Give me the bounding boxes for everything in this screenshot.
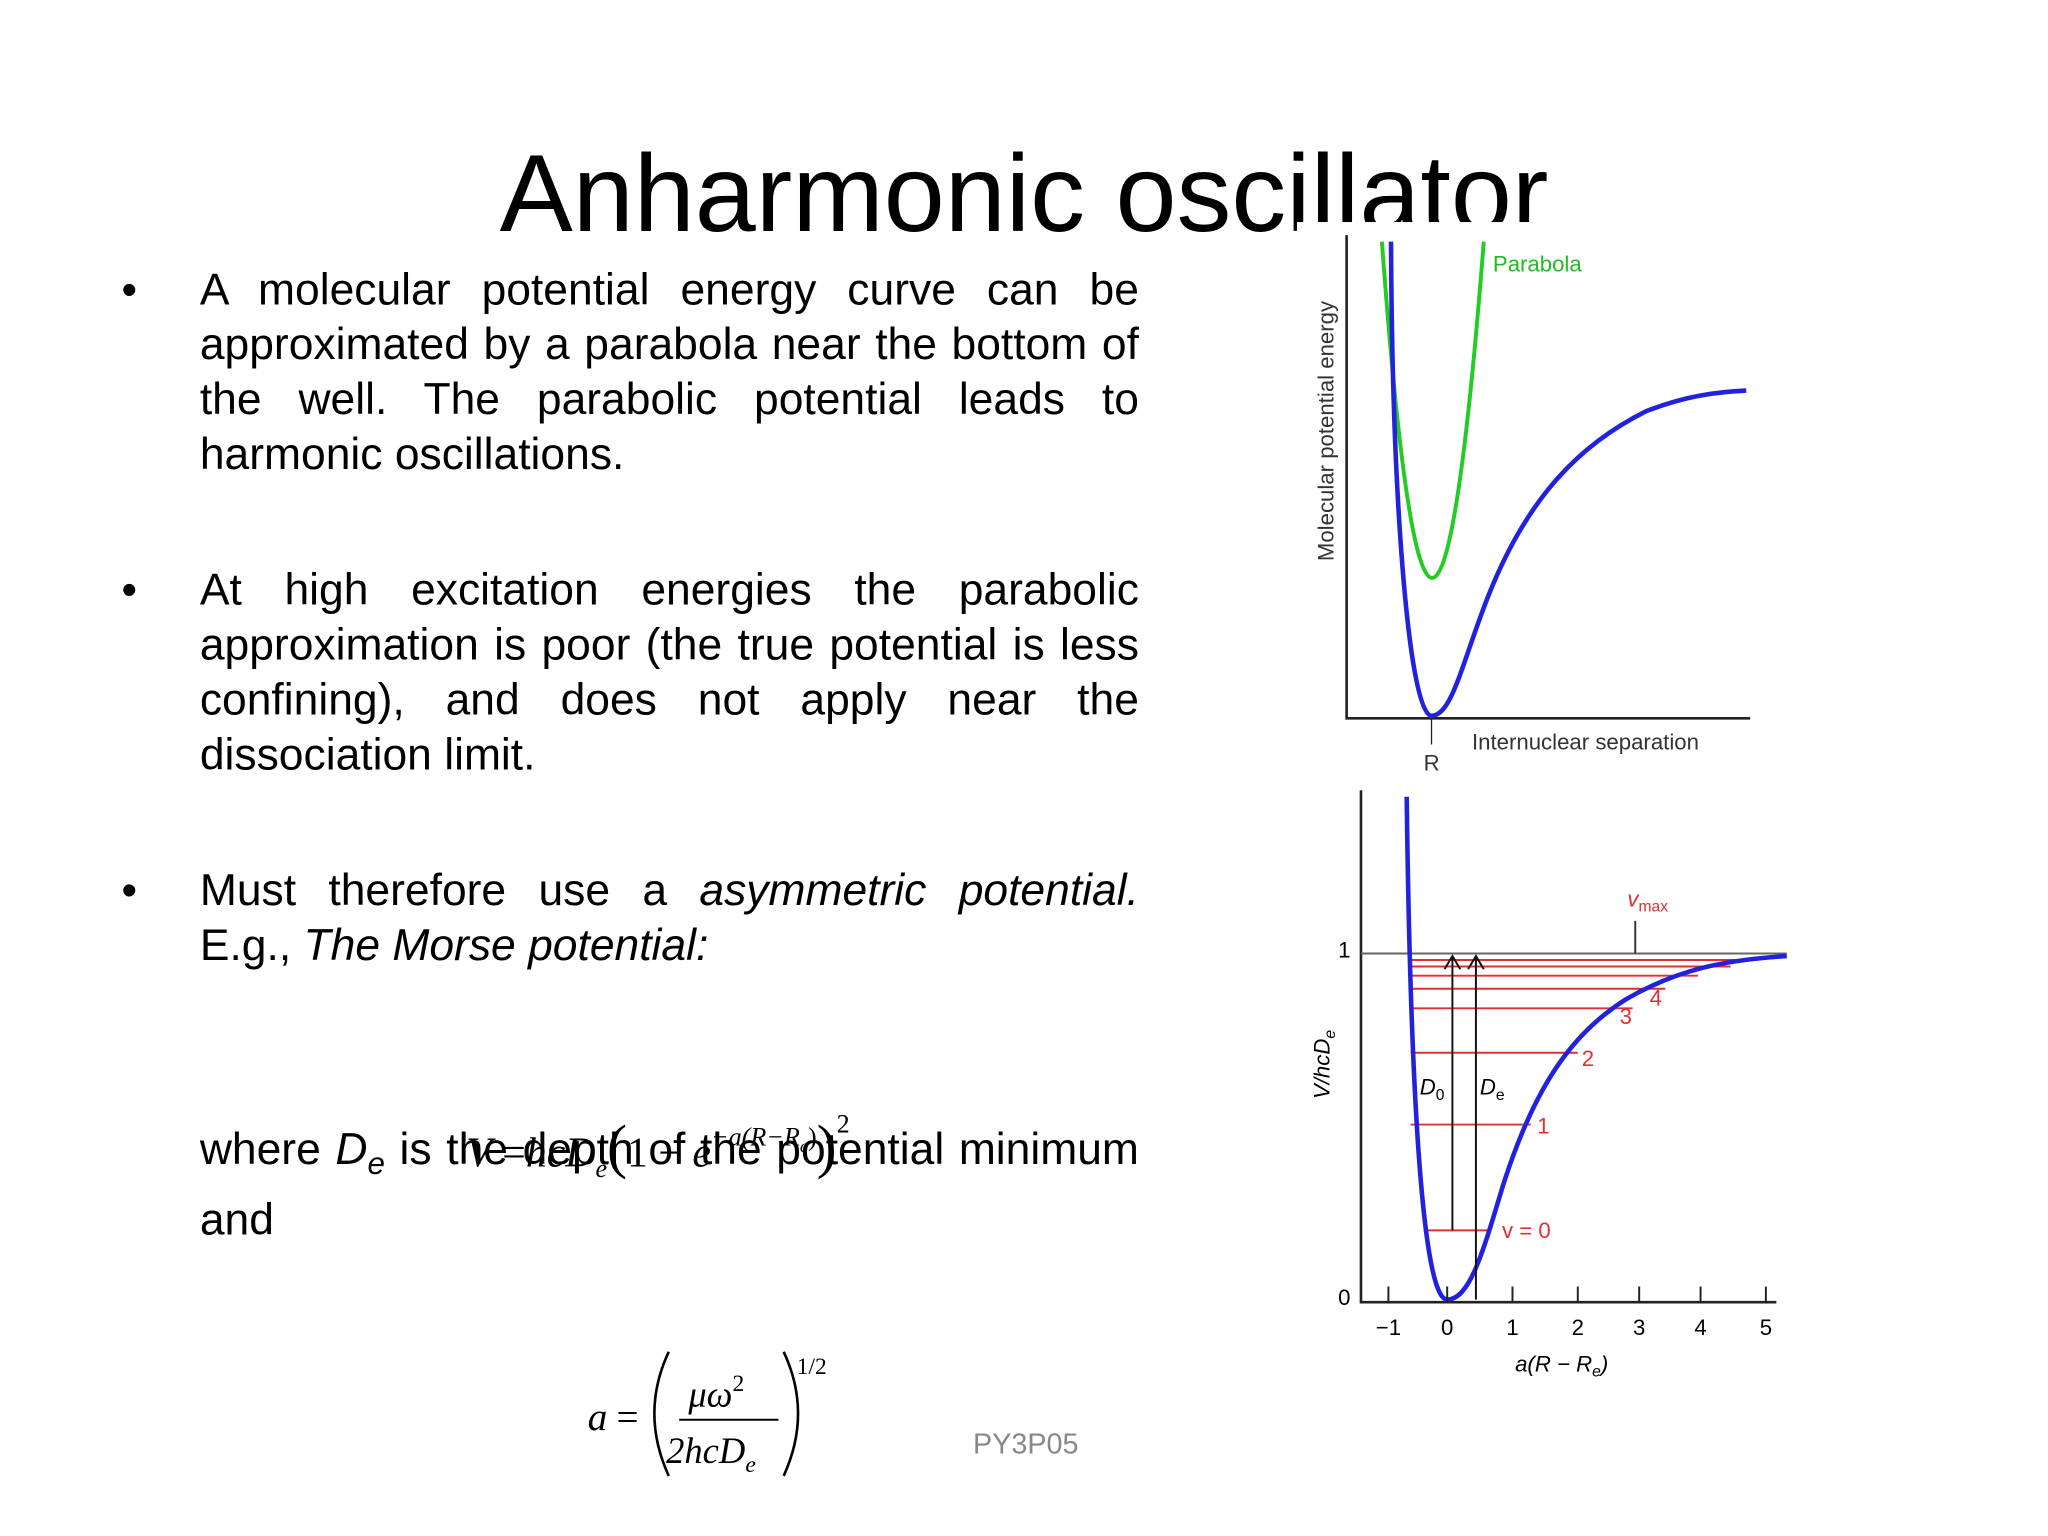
label-text: v — [1627, 886, 1640, 911]
label-text: a(R − R — [1515, 1351, 1592, 1376]
bullet-text-italic: asymmetric potential. — [699, 865, 1139, 916]
y-axis-label: V/hcDe — [1310, 1030, 1339, 1099]
label-text: D — [1480, 1075, 1496, 1100]
equation-1: V =hcDe(1 − e−a(R−Re))2 — [466, 1109, 849, 1182]
arrow-head — [1443, 954, 1462, 970]
y-tick-label: 0 — [1338, 1285, 1350, 1310]
eq-subscript: e — [595, 1154, 607, 1183]
level-label: 1 — [1537, 1114, 1549, 1139]
x-tick-label: 5 — [1760, 1315, 1772, 1340]
bullet-text-italic: The Morse potential: — [303, 920, 709, 971]
figure-parabola: Parabola Internuclear separation Molecul… — [1296, 222, 1761, 776]
parabola-curve — [1379, 241, 1486, 580]
min-label: R — [1424, 751, 1440, 776]
level-label: 3 — [1620, 1004, 1632, 1029]
bullet: • At high excitation energies the parabo… — [121, 563, 1139, 782]
label-text: D — [1420, 1075, 1436, 1100]
label-subscript: e — [1496, 1087, 1505, 1104]
eq-symbol: = — [492, 1130, 526, 1176]
y-axis-label: Molecular potential energy — [1314, 300, 1339, 561]
eq-subscript: e — [745, 1452, 755, 1478]
axes — [1359, 790, 1777, 1304]
eq-symbol: μω2 — [687, 1371, 744, 1415]
eq-superscript: −a(R−R — [711, 1122, 800, 1151]
potential-curve — [1388, 241, 1747, 719]
eq-paren — [653, 1351, 670, 1477]
x-tick-label: 3 — [1633, 1315, 1645, 1340]
label-subscript: e — [1322, 1030, 1339, 1039]
morse-curve — [1404, 796, 1787, 1302]
label-subscript: 0 — [1436, 1087, 1445, 1104]
de-label: De — [1480, 1075, 1505, 1104]
axes — [1345, 235, 1751, 720]
subscript: e — [367, 1146, 385, 1183]
eq-symbol: V — [466, 1130, 496, 1176]
eq-symbol: hcD — [526, 1130, 596, 1176]
x-tick-label: 4 — [1694, 1315, 1706, 1340]
symbol: D — [335, 1124, 368, 1175]
text: where — [199, 1124, 336, 1175]
level-label: 2 — [1582, 1046, 1594, 1071]
label-text: ) — [1598, 1351, 1608, 1376]
bullet-text: E.g., — [199, 920, 304, 971]
bullet: • A molecular potential energy curve can… — [121, 263, 1139, 482]
bullet-marker: • — [121, 865, 138, 916]
level-labels: v = 0 1 2 3 4 vmax — [1502, 886, 1668, 1243]
bullet-text: At high excitation energies the paraboli… — [199, 565, 1139, 780]
label-subscript: max — [1639, 899, 1669, 916]
eq-symbol: 2hcD — [666, 1430, 745, 1471]
eq-symbol: e — [692, 1130, 711, 1176]
figure-morse: −1 0 1 2 3 4 5 1 0 a(R − Re) V/hcDe v = … — [1296, 777, 1794, 1392]
footer: PY3P05 — [973, 1427, 1079, 1461]
bullet: • Must therefore use a asymmetric potent… — [121, 863, 1139, 973]
y-tick-label: 1 — [1338, 937, 1350, 962]
bullet-text: A molecular potential energy curve can b… — [199, 265, 1139, 480]
eq-superscript: 1/2 — [797, 1354, 827, 1380]
curve-label: Parabola — [1493, 252, 1582, 277]
label-text: V/hcD — [1310, 1039, 1335, 1099]
eq-paren — [782, 1351, 800, 1477]
eq-paren: ) — [817, 1112, 837, 1179]
ticks — [1387, 1286, 1767, 1303]
figure-background — [1296, 222, 1761, 771]
equation-2: a = μω2 2hcDe 1/2 — [588, 1351, 827, 1478]
eq-symbol: = — [616, 1396, 638, 1439]
d0-label: D0 — [1420, 1075, 1445, 1104]
where-text: where De is the depth of the potential m… — [200, 1122, 1139, 1247]
text: is the depth of the potential minimum an… — [199, 1124, 1139, 1245]
bullet-marker: • — [121, 265, 138, 315]
energy-levels — [1410, 959, 1757, 1232]
eq-symbol: 2hcDe — [666, 1430, 756, 1478]
bullet-marker: • — [121, 565, 138, 616]
eq-superscript: 2 — [732, 1371, 744, 1397]
bullet-text: Must therefore use a — [199, 865, 700, 916]
eq-superscript: ) — [808, 1122, 817, 1151]
eq-symbol: μω — [687, 1374, 732, 1415]
label-subscript: e — [1592, 1364, 1601, 1381]
vmax-label: vmax — [1627, 886, 1668, 915]
x-tick-label: 2 — [1572, 1315, 1584, 1340]
arrows — [1443, 920, 1637, 1300]
eq-superscript: 2 — [837, 1109, 850, 1138]
eq-symbol: 1 − — [627, 1130, 692, 1176]
x-tick-label: −1 — [1376, 1315, 1401, 1340]
x-tick-label: 0 — [1441, 1315, 1453, 1340]
level-label: 4 — [1650, 986, 1662, 1011]
x-axis-label: Internuclear separation — [1472, 730, 1699, 755]
eq-paren: ( — [607, 1112, 627, 1179]
arrow-head — [1467, 954, 1485, 970]
x-tick-label: 1 — [1506, 1315, 1518, 1340]
eq-symbol: a — [588, 1396, 608, 1439]
level-label: v = 0 — [1502, 1218, 1551, 1243]
x-axis-label: a(R − Re) — [1515, 1351, 1608, 1380]
eq-subscript: e — [800, 1136, 808, 1156]
